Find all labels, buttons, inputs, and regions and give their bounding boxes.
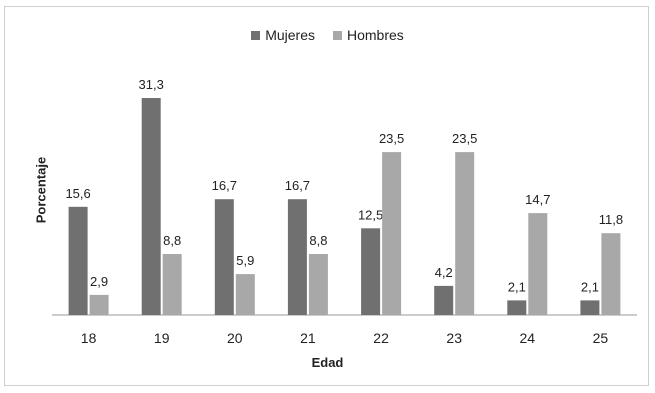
data-label-hombres-21: 8,8 [309, 233, 327, 248]
data-label-mujeres-25: 2,1 [581, 279, 599, 294]
data-label-mujeres-19: 31,3 [139, 77, 164, 92]
data-label-hombres-19: 8,8 [163, 233, 181, 248]
x-tick-label-25: 25 [593, 330, 609, 346]
legend: Mujeres Hombres [0, 27, 655, 43]
bar-mujeres-24 [507, 300, 527, 315]
chart-frame [4, 6, 649, 386]
data-label-hombres-25: 11,8 [599, 212, 623, 227]
data-label-mujeres-24: 2,1 [508, 279, 526, 294]
bar-mujeres-22 [361, 228, 381, 315]
data-label-hombres-24: 14,7 [525, 192, 550, 207]
data-label-mujeres-23: 4,2 [435, 265, 453, 280]
data-label-hombres-23: 23,5 [452, 131, 477, 146]
data-label-hombres-22: 23,5 [379, 131, 404, 146]
bar-mujeres-20 [214, 199, 234, 315]
bar-hombres-21 [308, 254, 328, 315]
legend-item-hombres: Hombres [333, 27, 404, 43]
bar-hombres-22 [382, 152, 402, 315]
bar-mujeres-23 [434, 285, 454, 315]
legend-item-mujeres: Mujeres [251, 27, 315, 43]
bar-hombres-19 [162, 254, 182, 315]
bar-mujeres-21 [287, 199, 307, 315]
data-label-hombres-20: 5,9 [236, 253, 254, 268]
data-label-mujeres-21: 16,7 [285, 178, 310, 193]
bar-hombres-18 [89, 294, 109, 315]
data-label-hombres-18: 2,9 [90, 274, 108, 289]
bar-hombres-20 [235, 274, 255, 315]
bar-mujeres-25 [580, 300, 600, 315]
bar-hombres-23 [455, 152, 475, 315]
x-tick-label-23: 23 [446, 330, 462, 346]
x-tick-label-19: 19 [154, 330, 170, 346]
data-label-mujeres-22: 12,5 [358, 207, 383, 222]
bar-hombres-25 [601, 233, 621, 315]
legend-label-mujeres: Mujeres [265, 27, 315, 43]
x-axis-label: Edad [311, 355, 344, 370]
bar-mujeres-18 [68, 206, 88, 315]
x-tick-label-24: 24 [520, 330, 536, 346]
data-label-mujeres-20: 16,7 [212, 178, 237, 193]
legend-swatch-hombres [333, 30, 342, 40]
legend-swatch-mujeres [251, 30, 261, 40]
data-label-mujeres-18: 15,6 [65, 186, 90, 201]
legend-label-hombres: Hombres [347, 27, 404, 43]
bar-mujeres-19 [141, 98, 161, 315]
bar-hombres-24 [528, 213, 548, 315]
x-tick-label-20: 20 [227, 330, 243, 346]
x-tick-label-22: 22 [373, 330, 389, 346]
x-tick-label-18: 18 [81, 330, 97, 346]
x-tick-label-21: 21 [300, 330, 316, 346]
